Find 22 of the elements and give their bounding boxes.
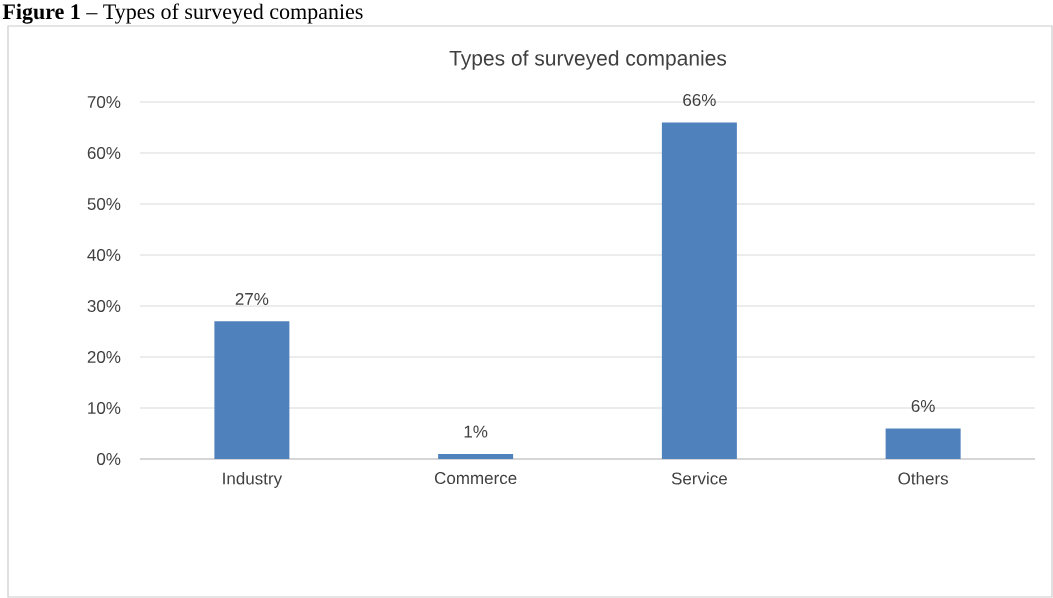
x-tick-label: Commerce [434,472,517,485]
bar [438,453,514,459]
x-tick-label: Service [671,472,727,485]
y-tick-label: 60% [87,146,121,160]
y-tick-label: 20% [87,350,121,363]
text: Figure 1 – Types of surveyed companies [2,3,363,24]
data-label: 66% [683,93,716,106]
y-tick-label: 70% [87,96,121,109]
y-tick-label: 40% [87,248,121,261]
y-tick-label: 30% [87,299,121,312]
chart-title: Types of surveyed companies [449,50,727,70]
bar [214,321,290,459]
data-label: 1% [464,425,488,438]
y-tick-label: 50% [87,197,121,211]
bar [661,122,737,459]
data-label: 6% [911,399,935,412]
bar [885,428,961,459]
y-tick-label: 10% [88,401,121,414]
y-tick-label: 0% [97,452,121,465]
x-tick-label: Industry [223,472,283,488]
x-tick-label: Others [898,472,949,485]
data-label: 27% [235,292,269,305]
